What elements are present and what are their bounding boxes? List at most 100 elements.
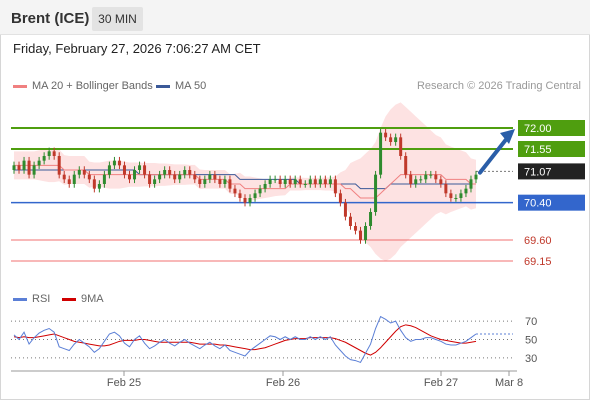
candle-body	[62, 174, 66, 180]
candle-body	[313, 179, 317, 184]
candle-body	[343, 202, 347, 217]
candle-body	[273, 179, 277, 181]
rsi-ma-label: 9MA	[81, 293, 104, 305]
candle-body	[268, 179, 272, 184]
moving-average-layer	[14, 164, 476, 199]
candle-body	[333, 179, 337, 194]
candle-body	[87, 174, 91, 180]
candle-body	[27, 160, 31, 175]
candle-body	[389, 137, 393, 142]
level-72-00-label: 72.00	[524, 123, 552, 135]
candle-body	[238, 193, 242, 198]
candle-body	[348, 216, 352, 226]
candle-body	[243, 198, 247, 203]
level-70-40-box	[518, 194, 585, 211]
timeframe-button[interactable]: 30 MIN	[92, 7, 143, 31]
candle-body	[57, 156, 61, 175]
forecast-arrow-layer	[478, 129, 515, 175]
candle-body	[117, 160, 121, 166]
candle-body	[384, 132, 388, 138]
level-71-07-label: 71.07	[524, 166, 552, 178]
legend-ma50: MA 50	[156, 80, 206, 92]
candle-body	[298, 179, 302, 184]
candle-body	[198, 179, 202, 184]
ma50-label: MA 50	[175, 80, 207, 92]
candle-body	[138, 165, 142, 170]
candle-body	[37, 160, 41, 166]
level-71-07-box	[518, 163, 585, 180]
level-69-60-label: 69.60	[524, 235, 552, 247]
bollinger-band-layer	[14, 102, 476, 261]
level-71-55-label: 71.55	[524, 144, 552, 156]
candle-body	[374, 174, 378, 212]
candle-body	[12, 165, 16, 170]
candle-body	[97, 184, 101, 189]
time-label: Feb 27	[424, 377, 458, 389]
candle-body	[328, 179, 332, 184]
rsi-tick-30: 30	[525, 353, 537, 365]
rsi-label: RSI	[32, 293, 51, 305]
candle-body	[143, 165, 147, 175]
candle-body	[253, 193, 257, 198]
candle-body	[469, 179, 473, 189]
level-lines-layer: 72.00 71.55 71.07 70.40 69.60 69.15	[11, 120, 585, 268]
ma20-label: MA 20 + Bollinger Bands	[32, 80, 153, 92]
candle-body	[429, 174, 433, 176]
forecast-arrow-head	[500, 129, 515, 144]
bollinger-band	[14, 102, 476, 261]
candle-body	[158, 174, 162, 180]
candle-body	[439, 179, 443, 184]
time-label: Feb 26	[266, 377, 300, 389]
candle-body	[77, 170, 81, 175]
candle-body	[359, 230, 362, 240]
candle-body	[338, 193, 342, 203]
candle-body	[178, 174, 182, 180]
candle-body	[122, 165, 126, 175]
candle-body	[293, 179, 297, 184]
candle-body	[364, 226, 368, 240]
candle-body	[133, 170, 137, 180]
candle-body	[474, 174, 478, 180]
candle-body	[444, 184, 448, 194]
candle-body	[52, 151, 56, 156]
candles-layer	[12, 128, 478, 244]
candle-body	[218, 179, 222, 184]
rsi-line	[13, 315, 477, 364]
rsi-tick-50: 50	[525, 335, 537, 347]
candle-body	[369, 212, 373, 226]
rsi-swatch	[13, 297, 27, 301]
candle-body	[308, 179, 312, 184]
candle-body	[213, 174, 217, 180]
candle-body	[92, 179, 96, 189]
legend-ma20: MA 20 + Bollinger Bands	[13, 80, 153, 92]
candle-body	[278, 179, 282, 184]
ma20-line	[14, 164, 476, 199]
candle-body	[67, 179, 71, 184]
candle-body	[464, 188, 468, 194]
copyright-text: Research © 2026 Trading Central	[416, 80, 581, 92]
ma50-swatch	[156, 84, 170, 88]
candle-body	[459, 193, 463, 198]
candle-body	[379, 132, 383, 175]
candle-body	[228, 179, 232, 189]
time-axis: Feb 25 Feb 26 Feb 27 Mar 8	[11, 370, 523, 389]
candle-body	[17, 165, 21, 170]
candle-body	[449, 193, 453, 198]
candle-body	[208, 174, 212, 180]
candle-body	[203, 179, 207, 184]
candle-body	[424, 174, 428, 180]
candle-body	[263, 184, 267, 189]
candle-body	[82, 170, 86, 175]
candle-body	[394, 137, 398, 142]
rsi-panel: 30 50 70	[11, 315, 537, 365]
candle-body	[283, 179, 287, 184]
candle-body	[153, 179, 157, 184]
candle-body	[173, 174, 177, 180]
candle-body	[303, 184, 307, 185]
candle-body	[409, 174, 413, 184]
candle-body	[107, 165, 111, 175]
chart-header: Brent (ICE) 30 MIN	[0, 0, 590, 35]
ma50-line	[14, 169, 476, 190]
candle-body	[183, 170, 187, 175]
candle-body	[42, 156, 46, 161]
